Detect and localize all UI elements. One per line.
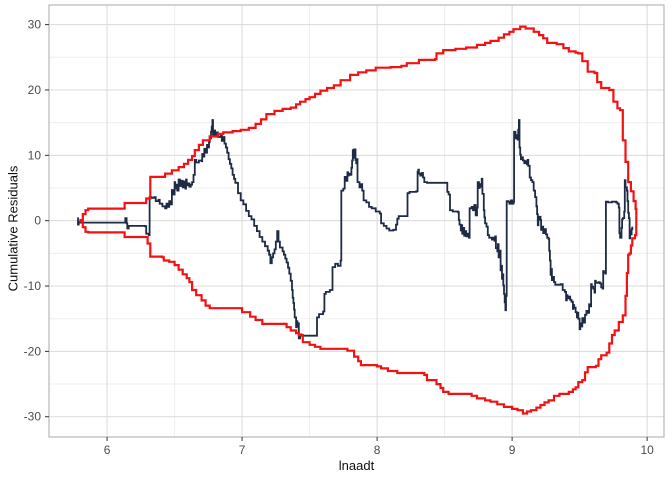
y-axis-title: Cumulative Residuals xyxy=(5,165,21,292)
x-tick-label: 6 xyxy=(104,443,111,457)
x-axis-title: lnaadt xyxy=(338,458,375,473)
y-tick-label: -20 xyxy=(24,344,42,358)
y-tick-label: 30 xyxy=(28,18,42,32)
y-tick-label: -10 xyxy=(24,279,42,293)
series-envelope-lower xyxy=(79,215,638,415)
y-tick-label: 10 xyxy=(28,148,42,162)
x-tick-label: 8 xyxy=(374,443,381,457)
series-cumulative-residuals xyxy=(77,119,634,340)
x-tick-label: 9 xyxy=(509,443,516,457)
series-envelope-upper xyxy=(79,25,638,222)
y-tick-label: 20 xyxy=(28,83,42,97)
y-tick-label: 0 xyxy=(34,214,41,228)
x-tick-label: 10 xyxy=(640,443,654,457)
y-tick-label: -30 xyxy=(24,410,42,424)
x-tick-label: 7 xyxy=(239,443,246,457)
